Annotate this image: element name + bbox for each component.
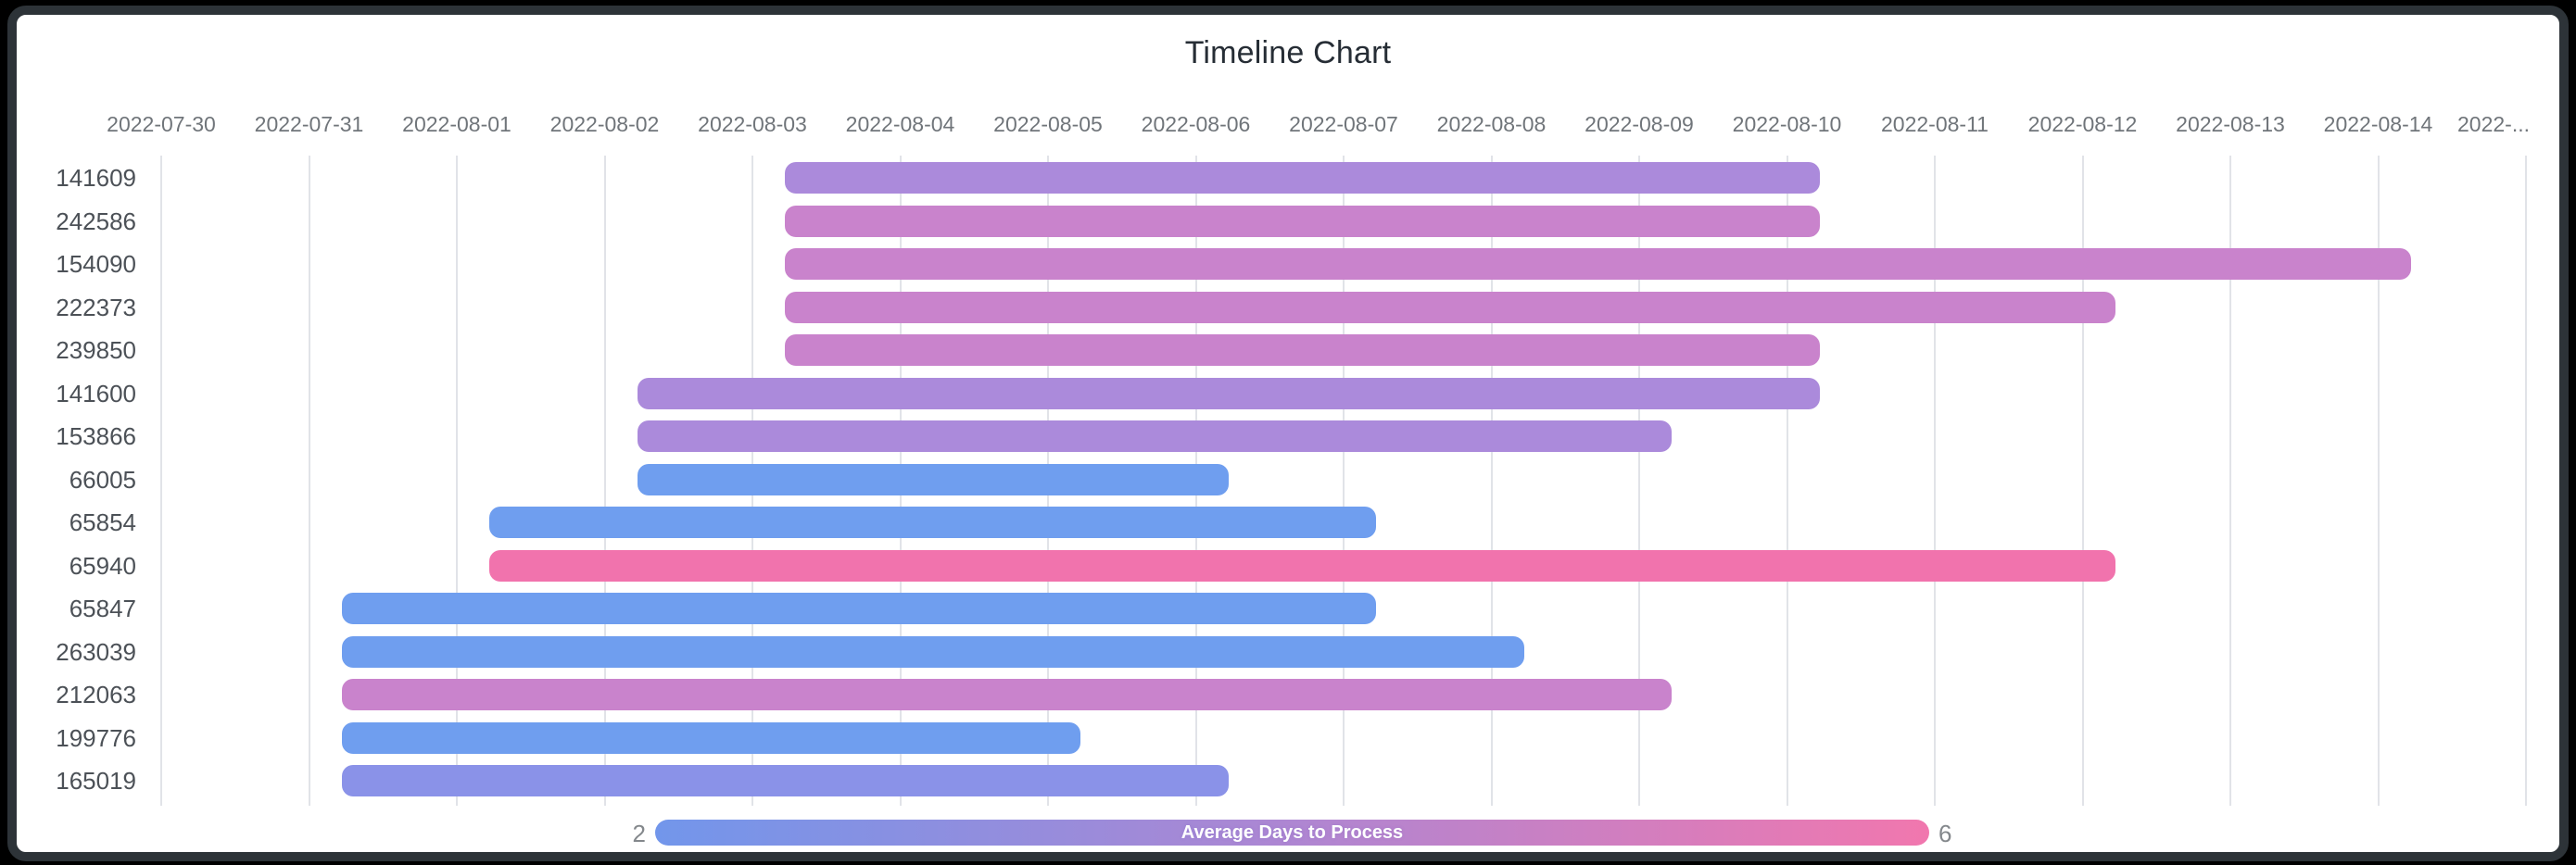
x-axis-tick-label: 2022-08-07 [1289, 112, 1398, 136]
x-axis-tick-label: 2022-08-06 [1141, 112, 1251, 136]
gridline [2377, 156, 2380, 806]
row-label: 154090 [56, 250, 136, 278]
x-axis-tick-label: 2022-08-01 [402, 112, 511, 136]
row-label: 66005 [69, 465, 136, 494]
gridline [1638, 156, 1640, 806]
timeline-bar-165019[interactable] [341, 765, 1229, 796]
gridline [2229, 156, 2231, 806]
timeline-bar-242586[interactable] [785, 205, 1820, 237]
legend-title: Average Days to Process [1181, 822, 1404, 843]
row-label: 141609 [56, 164, 136, 192]
legend-min-value: 2 [632, 820, 646, 847]
gridline [1490, 156, 1493, 806]
x-axis-tick-label: 2022-08-09 [1585, 112, 1694, 136]
x-axis-tick-label: 2022-08-05 [993, 112, 1103, 136]
row-label: 199776 [56, 723, 136, 752]
timeline-bar-153866[interactable] [637, 420, 1673, 452]
row-label: 165019 [56, 767, 136, 795]
gridline [603, 156, 606, 806]
x-axis-tick-label: 2022-08-11 [1881, 112, 1989, 136]
x-axis-tick-label: 2022-08-14 [2323, 112, 2433, 136]
x-axis-tick-label: 2022-08-03 [698, 112, 807, 136]
legend-gradient-bar: Average Days to Process [655, 820, 1929, 846]
gridline [456, 156, 458, 806]
x-axis-tick-label: 2022-08-08 [1436, 112, 1547, 136]
x-axis-tick-label: 2022-08-04 [845, 112, 955, 136]
x-axis-tick-label: 2022-08-12 [2027, 112, 2138, 136]
gridline [160, 156, 162, 806]
timeline-bar-66005[interactable] [637, 463, 1229, 495]
gridline [308, 156, 310, 806]
x-axis-tick-label: 2022-08-10 [1732, 112, 1842, 136]
gridline [1343, 156, 1345, 806]
timeline-bar-222373[interactable] [785, 291, 2115, 323]
timeline-bar-239850[interactable] [785, 334, 1820, 366]
legend-max-value: 6 [1938, 820, 1952, 847]
row-label: 65940 [69, 551, 136, 580]
row-label: 242586 [56, 207, 136, 235]
chart-title: Timeline Chart [1184, 35, 1392, 70]
x-axis-tick-label: 2022-... [2457, 112, 2530, 136]
timeline-bar-141609[interactable] [785, 162, 1820, 194]
timeline-bar-212063[interactable] [341, 679, 1673, 710]
timeline-bar-65847[interactable] [341, 593, 1377, 624]
row-label: 239850 [56, 336, 136, 364]
gridline [2525, 156, 2527, 806]
timeline-bar-154090[interactable] [785, 248, 2411, 280]
gridline [2081, 156, 2084, 806]
row-label: 212063 [56, 681, 136, 708]
gridline [1934, 156, 1936, 806]
row-label: 263039 [56, 637, 136, 666]
timeline-bar-199776[interactable] [341, 721, 1081, 754]
x-axis-tick-label: 2022-08-13 [2176, 112, 2285, 136]
row-label: 65854 [69, 508, 136, 536]
timeline-bar-65940[interactable] [489, 549, 2115, 582]
timeline-bar-65854[interactable] [489, 507, 1377, 538]
timeline-bar-263039[interactable] [341, 635, 1524, 668]
x-axis-tick-label: 2022-07-30 [107, 112, 216, 136]
row-label: 153866 [56, 422, 136, 450]
gridline [1786, 156, 1788, 806]
row-label: 222373 [56, 293, 136, 321]
row-label: 141600 [56, 379, 136, 407]
x-axis-tick-label: 2022-07-31 [254, 112, 364, 136]
row-label: 65847 [69, 595, 136, 622]
timeline-bar-141600[interactable] [637, 377, 1820, 409]
x-axis-tick-label: 2022-08-02 [549, 112, 660, 136]
